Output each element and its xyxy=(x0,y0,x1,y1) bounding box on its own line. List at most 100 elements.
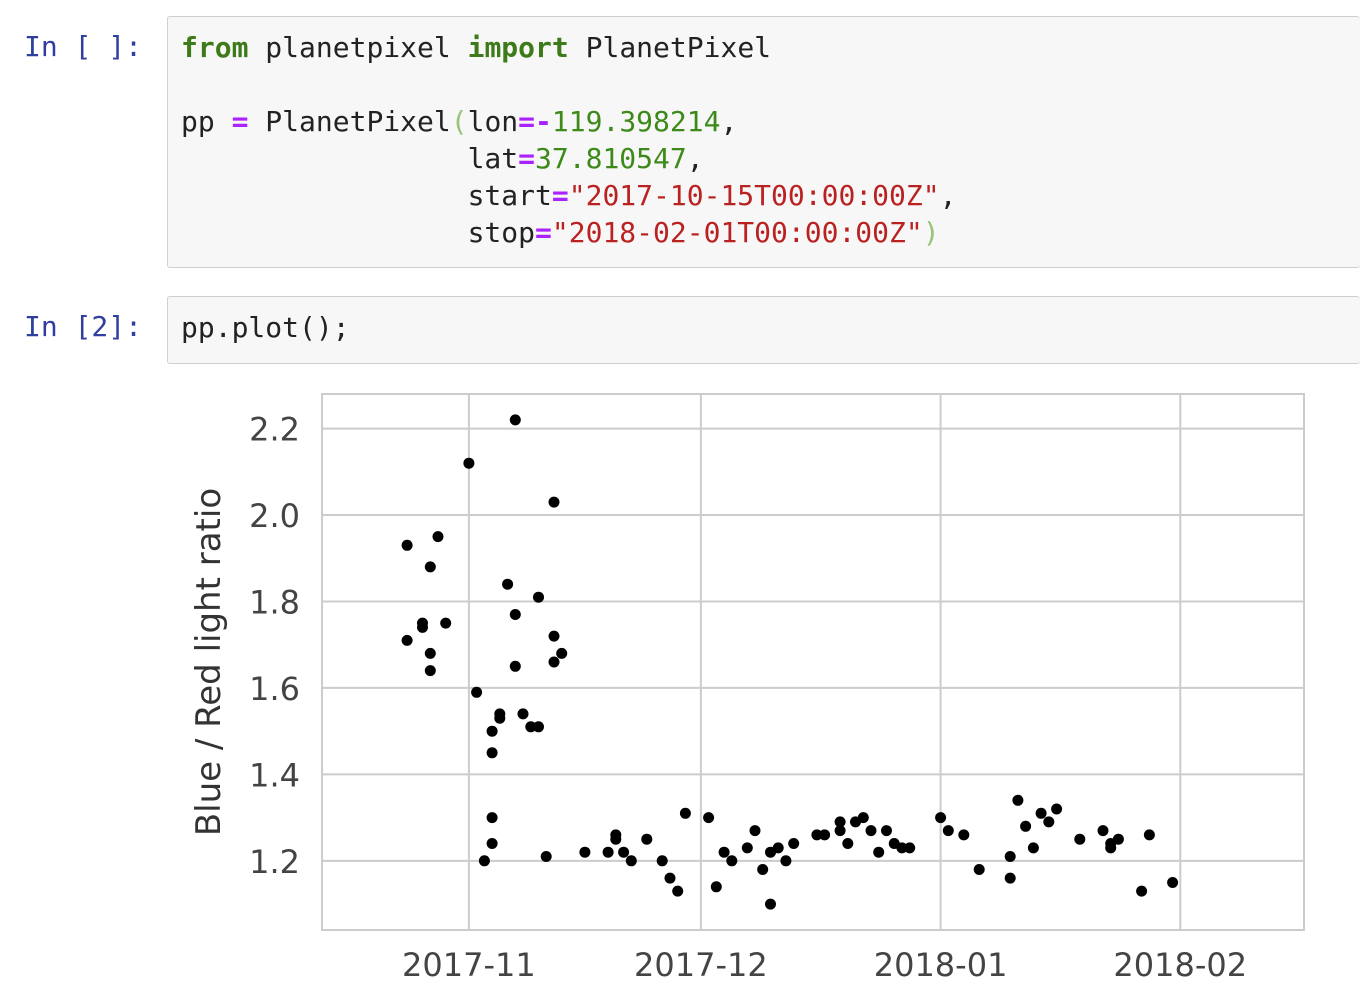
data-point xyxy=(958,829,970,841)
lat-value: 37.810547 xyxy=(535,142,687,175)
y-tick-labels: 1.2 1.4 1.6 1.8 2.0 2.2 xyxy=(249,411,300,881)
constructor-call: PlanetPixel xyxy=(248,105,451,138)
code-text: from planetpixel import PlanetPixel ​ pp… xyxy=(181,29,956,251)
data-point xyxy=(509,660,521,672)
data-point xyxy=(1097,825,1109,837)
data-point xyxy=(533,591,544,603)
data-point xyxy=(509,414,521,426)
data-point xyxy=(548,496,560,508)
data-point xyxy=(618,846,630,858)
indent xyxy=(181,216,468,249)
var-pp: pp xyxy=(181,105,232,138)
data-point xyxy=(1004,872,1016,884)
data-point xyxy=(857,812,869,824)
data-point xyxy=(486,747,498,759)
x-tick-labels: 2017-11 2017-12 2018-01 2018-02 xyxy=(402,946,1247,984)
code-cell-2[interactable]: In [2]: pp.plot(); xyxy=(0,294,1360,366)
lon-value: 119.398214 xyxy=(551,105,721,138)
data-point xyxy=(533,721,544,733)
data-point xyxy=(703,812,715,824)
data-point xyxy=(834,816,846,828)
data-point xyxy=(1074,833,1086,845)
data-point xyxy=(641,833,653,845)
data-point xyxy=(749,825,761,837)
data-point xyxy=(842,838,854,849)
data-point xyxy=(486,812,498,824)
data-point xyxy=(718,846,730,858)
import-name: PlanetPixel xyxy=(568,31,772,64)
data-point xyxy=(664,872,676,884)
data-point xyxy=(788,838,800,849)
x-tick-label: 2017-11 xyxy=(402,946,536,984)
data-point xyxy=(973,864,985,875)
data-point xyxy=(780,855,792,867)
data-point xyxy=(417,621,428,633)
data-point xyxy=(1112,833,1124,845)
data-point xyxy=(610,833,622,845)
operator-eq: = xyxy=(231,105,249,138)
data-point xyxy=(1167,877,1179,888)
data-point xyxy=(540,851,552,862)
data-point xyxy=(765,898,776,910)
data-point xyxy=(656,855,668,867)
data-point xyxy=(873,846,885,858)
cell-prompt: In [2]: xyxy=(24,310,143,343)
code-editor[interactable]: from planetpixel import PlanetPixel ​ pp… xyxy=(167,16,1360,268)
y-tick-label: 2.0 xyxy=(249,497,300,535)
data-point xyxy=(486,725,498,737)
data-point xyxy=(772,842,784,854)
data-points xyxy=(401,414,1179,910)
comma: , xyxy=(720,105,738,138)
start-value: "2017-10-15T00:00:00Z" xyxy=(568,179,940,212)
comma: , xyxy=(686,142,704,175)
data-point xyxy=(424,561,436,573)
data-point xyxy=(478,855,490,867)
data-point xyxy=(1051,803,1063,815)
data-point xyxy=(432,531,444,543)
data-point xyxy=(896,842,908,854)
operator-eq: = xyxy=(518,142,536,175)
code-cell-1[interactable]: In [ ]: from planetpixel import PlanetPi… xyxy=(0,14,1360,270)
data-point xyxy=(865,825,877,837)
data-point xyxy=(509,609,521,620)
data-point xyxy=(548,656,560,668)
indent xyxy=(181,142,468,175)
stop-value: "2018-02-01T00:00:00Z" xyxy=(551,216,923,249)
data-point xyxy=(424,665,436,677)
data-point xyxy=(1043,816,1055,828)
data-point xyxy=(1004,851,1016,862)
open-paren: ( xyxy=(450,105,468,138)
data-point xyxy=(1035,807,1047,819)
data-point xyxy=(548,630,560,642)
scatter-chart: 1.2 1.4 1.6 1.8 2.0 2.2 2017-11 2017-12 2018-01… xyxy=(189,393,1305,984)
data-point xyxy=(556,647,568,659)
data-point xyxy=(463,457,475,469)
data-point xyxy=(834,825,846,837)
arg-stop: stop xyxy=(467,216,536,249)
data-point xyxy=(1143,829,1155,841)
data-point xyxy=(757,864,769,875)
cell-prompt: In [ ]: xyxy=(24,30,143,63)
y-tick-label: 2.2 xyxy=(249,411,300,449)
close-paren: ) xyxy=(922,216,940,249)
data-point xyxy=(710,881,722,893)
arg-start: start xyxy=(467,179,552,212)
data-point xyxy=(1105,842,1117,854)
keyword-import: import xyxy=(467,31,569,64)
data-point xyxy=(881,825,892,837)
data-point xyxy=(525,721,537,733)
y-tick-label: 1.2 xyxy=(249,843,300,881)
keyword-from: from xyxy=(181,31,249,64)
grid-lines xyxy=(322,394,1304,930)
x-tick-label: 2018-02 xyxy=(1113,946,1247,984)
data-point xyxy=(440,617,452,629)
data-point xyxy=(935,812,947,824)
data-point xyxy=(471,686,483,698)
data-point xyxy=(579,846,591,858)
data-point xyxy=(517,708,529,720)
data-point xyxy=(625,855,637,867)
operator-eq: = xyxy=(518,105,536,138)
data-point xyxy=(811,829,823,841)
data-point xyxy=(401,539,413,551)
code-editor[interactable]: pp.plot(); xyxy=(167,296,1360,364)
